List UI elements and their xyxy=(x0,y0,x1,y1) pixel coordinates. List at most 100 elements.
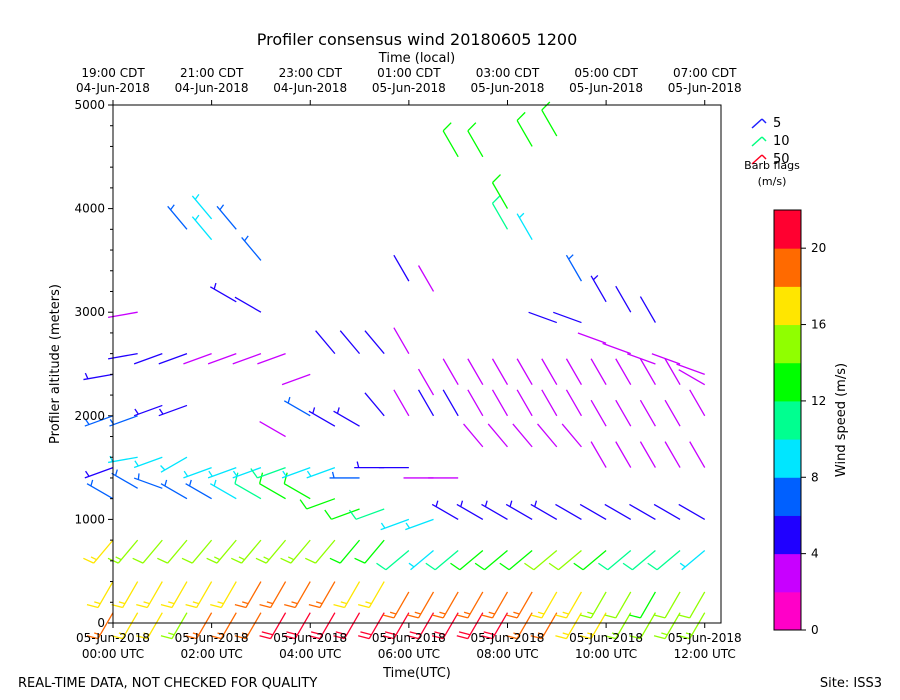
wind-barb xyxy=(83,539,114,564)
barb-feather xyxy=(234,472,239,484)
barb-staff xyxy=(209,483,237,500)
barb-staff xyxy=(678,369,706,386)
wind-barb xyxy=(380,518,410,531)
barb-staff xyxy=(434,549,459,571)
barb-staff xyxy=(555,503,582,520)
barb-staff xyxy=(689,389,706,417)
wind-barb xyxy=(622,549,656,571)
wind-barb xyxy=(664,399,681,427)
barb-half-feather xyxy=(336,407,340,414)
barb-feather xyxy=(483,631,495,636)
wind-barb xyxy=(541,358,558,386)
barb-staff xyxy=(615,441,632,468)
barb-staff xyxy=(467,130,484,158)
barb-staff xyxy=(355,508,385,520)
barb-staff xyxy=(160,456,188,473)
quality-disclaimer: REAL-TIME DATA, NOT CHECKED FOR QUALITY xyxy=(18,676,317,691)
colorbar-label: Wind speed (m/s) xyxy=(834,363,849,477)
barb-staff xyxy=(417,368,435,396)
barb-staff xyxy=(270,612,287,639)
barb-feather xyxy=(604,635,616,640)
barb-feather xyxy=(132,557,144,564)
wind-barb xyxy=(364,392,385,417)
barb-feather xyxy=(499,562,510,571)
barb-feather xyxy=(573,562,584,571)
barb-feather xyxy=(548,562,559,571)
wind-barb xyxy=(530,591,558,619)
wind-barb xyxy=(516,212,533,241)
barb-half-feather xyxy=(331,471,335,479)
wind-barb xyxy=(191,214,213,241)
wind-barb xyxy=(456,612,484,640)
wind-barb xyxy=(111,581,139,609)
colorbar-bin xyxy=(774,248,801,287)
barb-staff xyxy=(442,358,459,386)
colorbar-bin xyxy=(774,286,801,326)
barb-feather xyxy=(160,635,173,640)
barb-staff xyxy=(590,275,607,303)
wind-barb xyxy=(83,372,114,381)
top-tick-time: 07:00 CDT xyxy=(673,66,737,80)
barb-feather xyxy=(181,557,193,564)
top-tick-time: 21:00 CDT xyxy=(180,66,244,80)
wind-barb xyxy=(491,358,509,386)
barb-staff xyxy=(209,286,237,303)
wind-barb xyxy=(86,612,114,640)
wind-barb xyxy=(528,311,558,324)
wind-barb xyxy=(541,389,558,417)
barb-staff xyxy=(565,389,583,417)
wind-barb xyxy=(417,265,435,292)
wind-barb xyxy=(604,612,632,640)
barb-feather xyxy=(450,562,461,571)
barb-half-feather xyxy=(192,632,200,636)
wind-barb xyxy=(629,503,656,520)
barb-staff xyxy=(191,216,213,241)
barb-feather xyxy=(456,635,468,640)
wind-barb xyxy=(647,549,681,571)
barb-feather xyxy=(358,635,370,640)
barb-feather xyxy=(185,604,197,609)
barb-half-feather xyxy=(435,500,439,507)
wind-barb xyxy=(167,204,188,230)
barb-staff xyxy=(393,591,410,619)
barb-feather xyxy=(467,122,477,132)
barb-staff xyxy=(467,591,484,619)
wind-barb xyxy=(209,282,237,303)
barb-feather xyxy=(304,557,316,564)
y-tick-label: 0 xyxy=(97,616,105,630)
barb-staff xyxy=(651,353,681,365)
barb-staff xyxy=(689,612,706,639)
barb-staff xyxy=(615,358,632,386)
barb-half-feather xyxy=(94,632,101,636)
barb-staff xyxy=(561,423,582,448)
y-axis-label: Profiler altitude (meters) xyxy=(48,284,63,444)
barb-half-feather xyxy=(143,601,150,605)
wind-barb xyxy=(651,353,681,365)
barb-half-feather xyxy=(115,556,122,561)
barb-feather xyxy=(284,635,296,640)
wind-barb xyxy=(308,612,336,640)
wind-barb xyxy=(561,423,582,448)
barb-half-feather xyxy=(134,460,139,467)
wind-barb xyxy=(160,612,188,640)
wind-barb xyxy=(481,500,508,520)
wind-barb xyxy=(639,358,656,386)
y-tick-label: 3000 xyxy=(74,305,105,319)
top-tick-time: 05:00 CDT xyxy=(574,66,638,80)
barb-staff xyxy=(632,549,656,571)
wind-barb xyxy=(158,353,188,365)
colorbar-bin xyxy=(774,210,801,249)
wind-barb xyxy=(548,549,582,571)
wind-barb xyxy=(234,296,262,313)
legend-barb xyxy=(751,136,763,147)
barb-staff xyxy=(681,549,706,571)
wind-barb xyxy=(259,612,287,640)
wind-barb xyxy=(481,612,509,640)
barb-staff xyxy=(417,389,435,417)
wind-barb xyxy=(358,581,385,609)
barb-staff xyxy=(393,327,410,354)
wind-barb xyxy=(191,194,213,220)
wind-barb xyxy=(530,612,558,640)
wind-barb xyxy=(333,407,360,427)
barb-staff xyxy=(405,518,434,531)
